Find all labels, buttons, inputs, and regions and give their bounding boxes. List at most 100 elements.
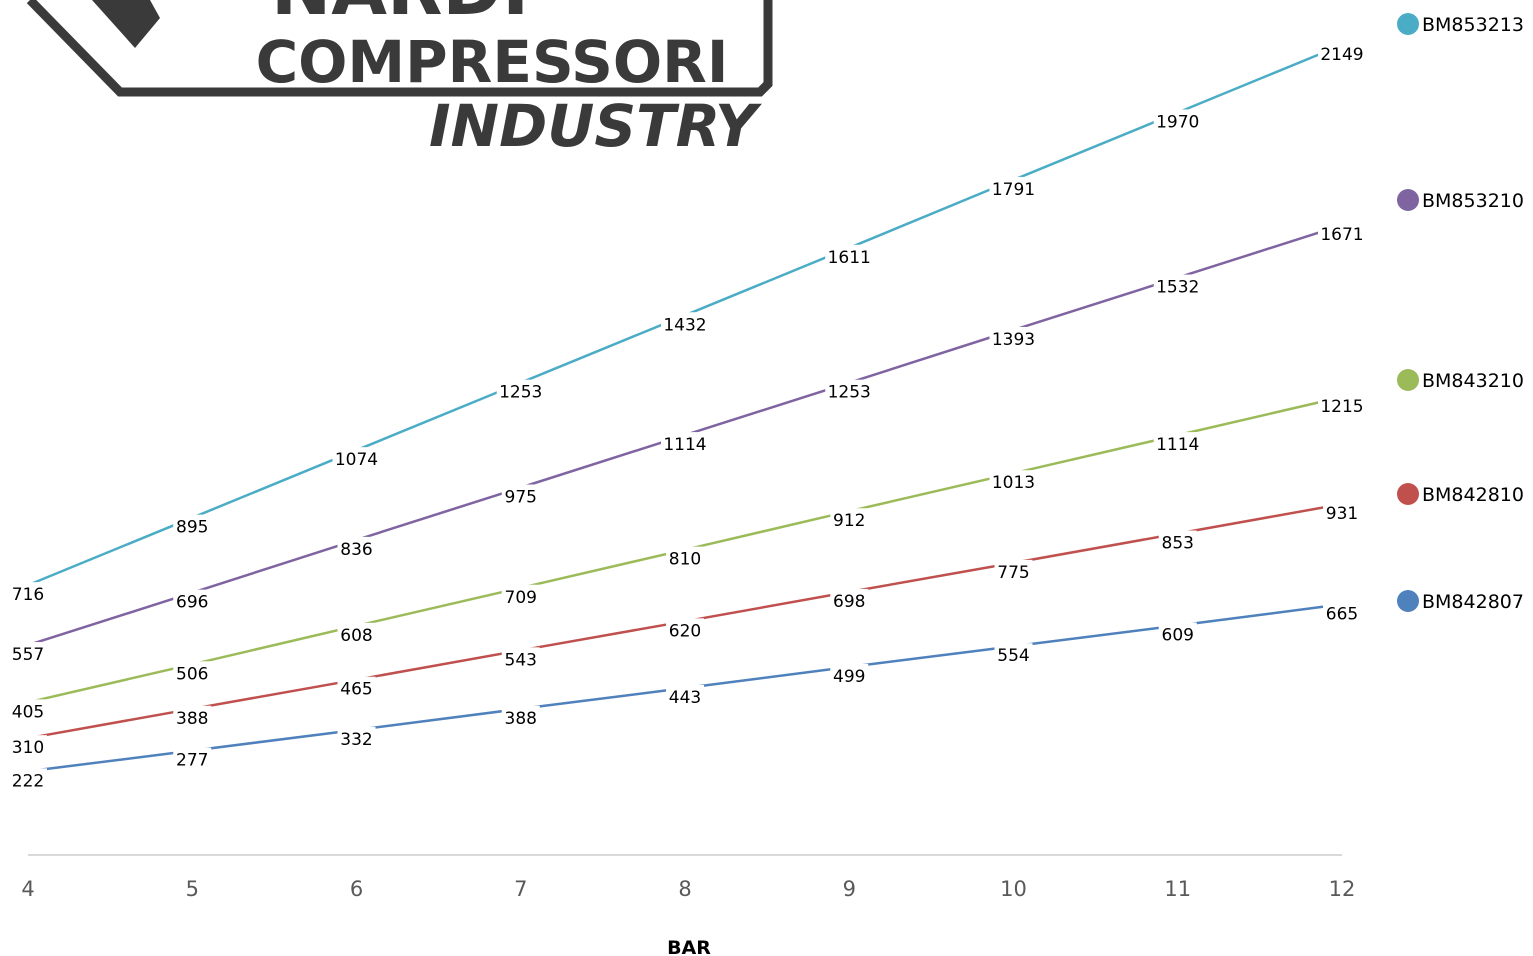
- data-label: 222: [12, 771, 44, 791]
- data-label-bg: [337, 536, 376, 559]
- data-label: 1532: [1156, 278, 1199, 298]
- data-label: 388: [505, 709, 537, 729]
- data-label-bg: [173, 705, 212, 728]
- data-label: 931: [1326, 504, 1358, 524]
- data-label-bg: [337, 726, 376, 749]
- data-label: 698: [833, 592, 865, 612]
- data-label: 1432: [663, 315, 706, 335]
- data-label: 443: [669, 688, 701, 708]
- legend-label: BM842810: [1422, 484, 1524, 506]
- data-label: 1970: [1156, 112, 1199, 132]
- data-label: 608: [340, 626, 372, 646]
- data-label-bg: [1318, 42, 1366, 64]
- data-label-bg: [496, 379, 545, 402]
- legend-label: BM853210: [1422, 190, 1524, 212]
- data-label-bg: [9, 642, 47, 665]
- data-label: 332: [340, 730, 372, 750]
- x-tick-label: 4: [21, 877, 34, 901]
- legend-marker-icon: [1397, 590, 1419, 612]
- data-label-bg: [337, 622, 376, 645]
- data-label-bg: [1153, 274, 1202, 297]
- data-label: 609: [1162, 625, 1194, 645]
- data-label: 709: [505, 588, 537, 608]
- data-label: 620: [669, 621, 701, 641]
- data-label-bg: [501, 484, 540, 507]
- data-label: 388: [176, 709, 208, 729]
- logo-emblem-icon: [92, 0, 160, 48]
- data-label-bg: [501, 705, 540, 728]
- logo-brand-line3: INDUSTRY: [429, 92, 762, 160]
- data-label: 2149: [1320, 45, 1363, 65]
- data-label: 1114: [663, 435, 706, 455]
- data-label: 975: [505, 488, 537, 508]
- data-label-bg: [661, 312, 709, 335]
- legend-label: BM843210: [1422, 370, 1524, 392]
- data-label: 775: [997, 563, 1029, 583]
- legend-marker-icon: [1397, 369, 1419, 391]
- data-label-bg: [1323, 501, 1361, 524]
- data-label-bg: [173, 747, 212, 770]
- data-label-bg: [830, 588, 869, 611]
- data-label: 853: [1162, 533, 1194, 553]
- x-tick-label: 5: [186, 877, 199, 901]
- data-label-bg: [1318, 394, 1366, 417]
- data-label-bg: [661, 432, 709, 455]
- data-label-bg: [9, 735, 47, 758]
- data-label: 1791: [992, 180, 1035, 200]
- data-label: 554: [997, 646, 1029, 666]
- legend-label: BM842807: [1422, 591, 1524, 613]
- x-tick-label: 8: [678, 877, 691, 901]
- data-label-bg: [337, 676, 376, 699]
- data-label: 1013: [992, 473, 1035, 493]
- data-label-bg: [666, 546, 704, 569]
- data-label-bg: [666, 618, 704, 641]
- data-label: 1215: [1320, 397, 1363, 417]
- data-label-bg: [501, 584, 540, 607]
- x-tick-label: 6: [350, 877, 363, 901]
- data-label: 499: [833, 667, 865, 687]
- data-label-bg: [1323, 601, 1361, 624]
- x-tick-labels: 4 5 6 7 8 9 10 11 12: [21, 877, 1355, 901]
- data-label-bg: [830, 663, 869, 686]
- logo-brand-line2: COMPRESSORI: [256, 28, 729, 96]
- data-label-bg: [332, 447, 381, 470]
- data-label-bg: [173, 589, 212, 612]
- data-label-bg: [1153, 109, 1202, 132]
- data-label: 836: [340, 540, 372, 560]
- data-label-bg: [994, 643, 1033, 666]
- data-label-bg: [825, 244, 874, 267]
- data-label: 465: [340, 680, 372, 700]
- legend-label: BM853213: [1422, 14, 1524, 36]
- data-label: 1671: [1320, 225, 1363, 245]
- data-label: 696: [176, 593, 208, 613]
- data-label-bg: [989, 176, 1038, 199]
- x-tick-label: 11: [1164, 877, 1191, 901]
- data-label: 506: [176, 664, 208, 684]
- data-label: 1253: [499, 383, 542, 403]
- x-tick-label: 10: [1000, 877, 1027, 901]
- data-label-bg: [989, 326, 1038, 349]
- legend-marker-icon: [1397, 483, 1419, 505]
- x-tick-label: 12: [1329, 877, 1356, 901]
- data-label: 277: [176, 751, 208, 771]
- data-label: 557: [12, 645, 44, 665]
- data-label: 895: [176, 518, 208, 538]
- data-label-bg: [825, 379, 874, 402]
- legend: BM853213 BM853210 BM843210 BM842810 BM842807: [1397, 13, 1524, 613]
- logo-brand-line1: NARDI: [271, 0, 529, 31]
- data-label: 716: [12, 585, 44, 605]
- x-axis-title: BAR: [667, 937, 711, 956]
- data-label-bg: [1153, 432, 1202, 455]
- data-label-bg: [501, 647, 540, 670]
- data-label-bg: [989, 470, 1038, 493]
- data-label: 543: [505, 650, 537, 670]
- data-label-bg: [9, 699, 47, 722]
- data-label: 912: [833, 511, 865, 531]
- data-label-bg: [1158, 622, 1197, 645]
- data-label-bg: [830, 508, 869, 531]
- data-label: 810: [669, 550, 701, 570]
- data-label: 1114: [1156, 435, 1199, 455]
- data-label: 1253: [828, 383, 871, 403]
- data-label: 1611: [828, 248, 871, 268]
